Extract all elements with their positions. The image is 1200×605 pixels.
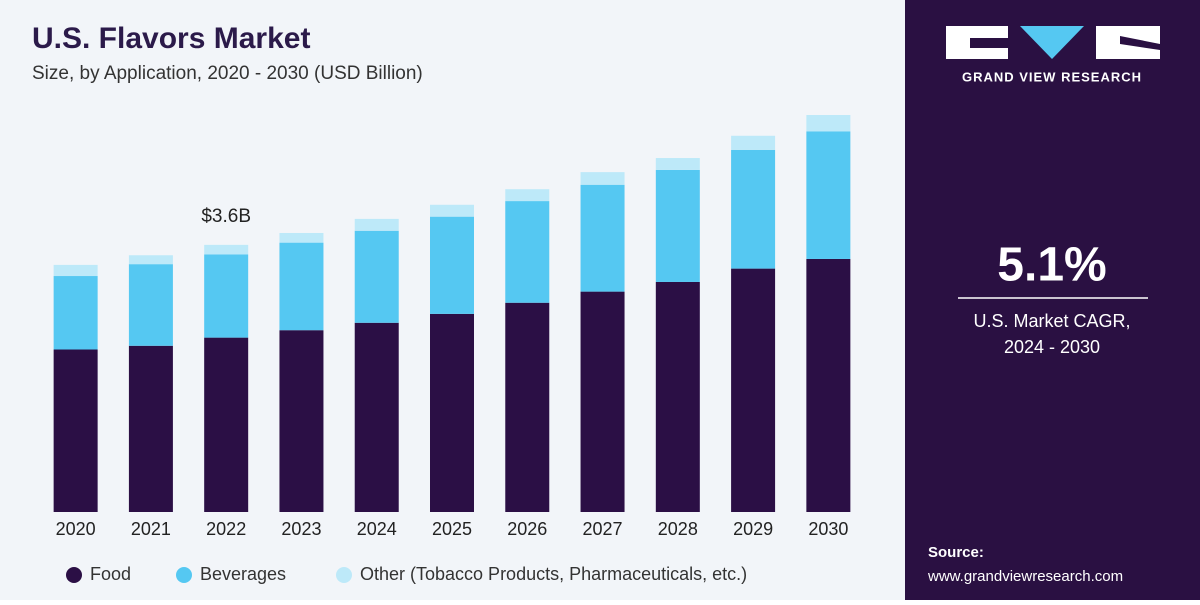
source-url: www.grandviewresearch.com [927, 568, 1123, 585]
x-tick-label: 2023 [281, 519, 321, 539]
bar-segment [204, 337, 249, 512]
bar-segment [53, 264, 98, 277]
cagr-period: 2024 - 2030 [1004, 337, 1100, 357]
total-label: $3.6B [201, 206, 251, 227]
legend-swatch [176, 567, 192, 583]
x-tick-label: 2026 [507, 519, 547, 539]
bar-segment [128, 264, 173, 346]
bar-segment [655, 281, 700, 512]
bar-segment [128, 255, 173, 265]
logo-r-cut [1120, 36, 1160, 50]
bar-segment [655, 158, 700, 170]
bar-segment [580, 291, 625, 512]
cagr-value: 5.1% [997, 239, 1106, 292]
x-tick-label: 2022 [206, 519, 246, 539]
bar-segment [655, 169, 700, 282]
bar-segment [505, 201, 550, 303]
bar-segment [204, 254, 249, 338]
x-tick-label: 2027 [583, 519, 623, 539]
x-tick-label: 2029 [733, 519, 773, 539]
legend-label: Other (Tobacco Products, Pharmaceuticals… [360, 564, 747, 584]
x-tick-label: 2020 [56, 519, 96, 539]
bar-segment [53, 276, 98, 350]
bar-segment [505, 189, 550, 202]
x-tick-label: 2021 [131, 519, 171, 539]
bar-segment [430, 204, 474, 217]
x-tick-label: 2025 [432, 519, 472, 539]
logo-g-cut [970, 38, 1008, 48]
bar-segment [731, 135, 776, 150]
cagr-label: U.S. Market CAGR, [973, 311, 1130, 331]
brand: GRAND VIEW RESEARCH [962, 69, 1142, 84]
x-tick-label: 2030 [808, 519, 848, 539]
bar-segment [806, 115, 851, 132]
bar-segment [806, 258, 851, 512]
bar-segment [204, 244, 249, 255]
legend-swatch [66, 567, 82, 583]
bar-segment [430, 313, 474, 512]
bar-segment [580, 184, 625, 292]
source-label: Source: [928, 544, 984, 561]
bar-segment [505, 302, 550, 512]
bar-segment [731, 268, 776, 512]
sidebar [905, 0, 1200, 600]
chart-subtitle: Size, by Application, 2020 - 2030 (USD B… [32, 63, 423, 84]
legend-label: Beverages [200, 564, 286, 584]
legend-label: Food [90, 564, 131, 584]
x-tick-label: 2024 [357, 519, 397, 539]
bar-segment [731, 149, 776, 269]
legend-swatch [336, 567, 352, 583]
logo [946, 26, 1160, 59]
bar-segment [279, 330, 324, 512]
bar-segment [53, 349, 98, 512]
logo-v [1020, 26, 1084, 59]
bar-segment [128, 345, 173, 512]
x-tick-label: 2028 [658, 519, 698, 539]
bar-segment [354, 322, 399, 512]
bar-segment [580, 172, 625, 185]
bar-segment [354, 218, 399, 231]
bar-segment [430, 216, 474, 314]
bar-segment [279, 232, 324, 243]
bar-segment [354, 230, 399, 323]
bar-segment [806, 131, 851, 259]
bar-segment [279, 242, 324, 331]
chart-title: U.S. Flavors Market [32, 22, 310, 55]
